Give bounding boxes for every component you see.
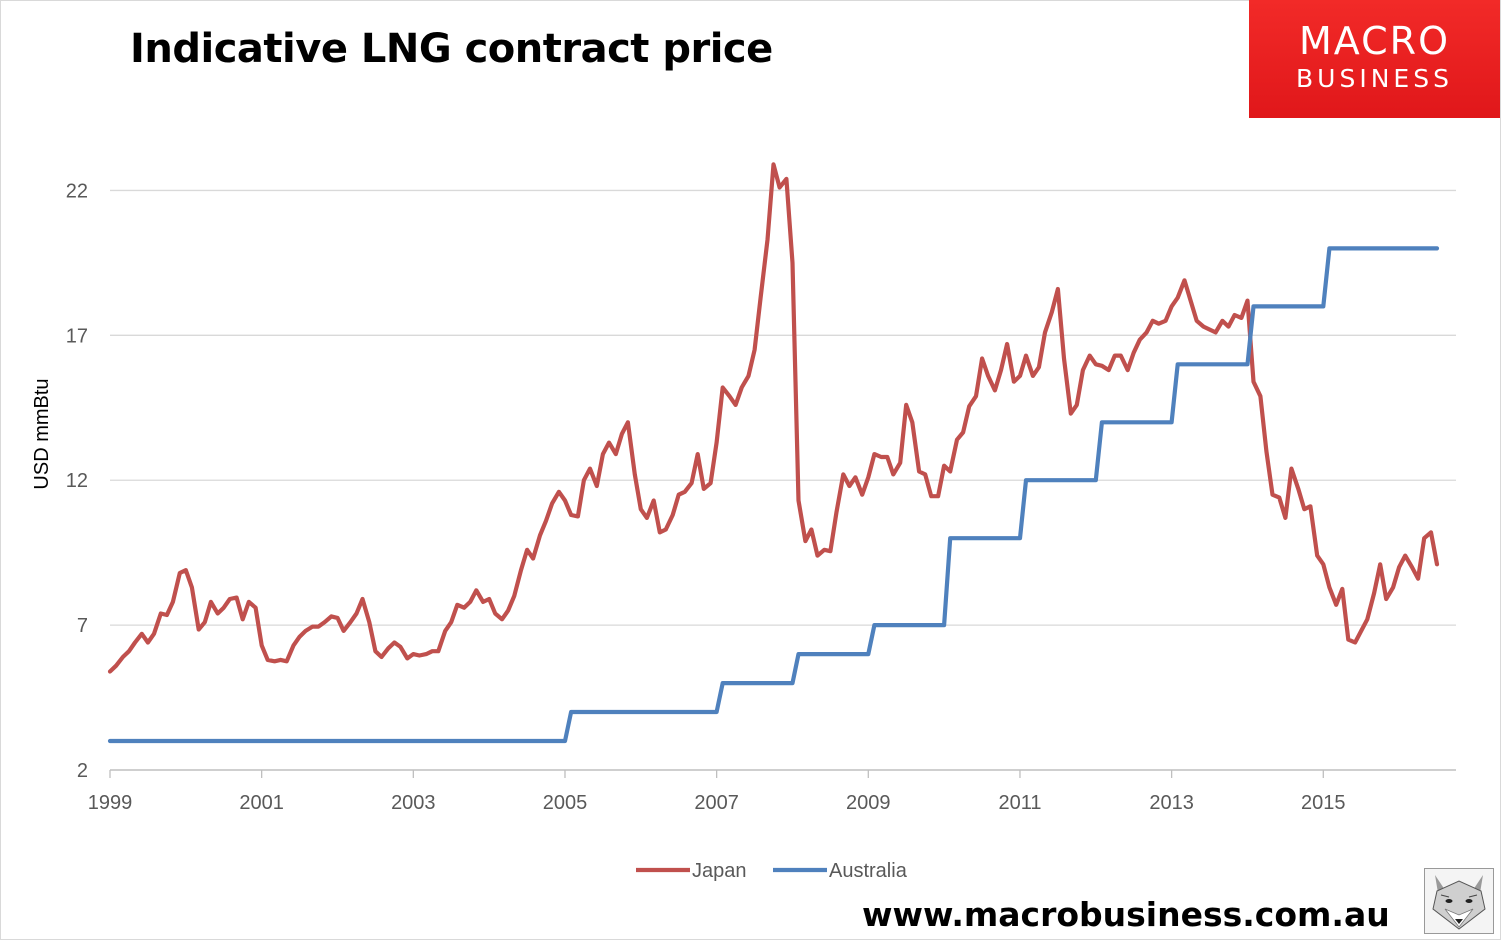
y-tick-label: 7 [77,615,88,637]
fox-mascot-icon [1424,868,1494,934]
y-tick-label: 12 [66,470,88,492]
series-line-japan [107,162,1440,674]
x-tick-label: 2003 [391,792,436,814]
gridlines [110,189,1456,626]
y-axis-label: USD mmBtu [31,378,53,489]
macrobusiness-logo[interactable]: MACRO BUSINESS [1249,0,1500,118]
y-axis-ticks: 2 7 12 17 22 [66,180,88,782]
x-tick-label: 2013 [1149,792,1194,814]
x-tick-label: 2009 [846,792,891,814]
x-axis-ticks: 1999 2001 2003 2005 2007 2009 2011 2013 2015 [88,770,1346,814]
y-tick-label: 2 [77,760,88,782]
x-tick-label: 1999 [88,792,133,814]
x-tick-label: 2005 [543,792,588,814]
legend: Japan Australia [636,860,908,882]
website-link[interactable]: www.macrobusiness.com.au [862,895,1390,934]
x-tick-label: 2007 [694,792,739,814]
legend-label-australia: Australia [829,860,908,882]
x-tick-label: 2001 [239,792,284,814]
x-tick-label: 2015 [1301,792,1346,814]
y-tick-label: 22 [66,180,88,202]
legend-label-japan: Japan [692,860,747,882]
logo-line-macro: MACRO [1299,19,1450,63]
series-line-australia [107,246,1440,744]
logo-line-business: BUSINESS [1296,64,1453,93]
x-tick-label: 2011 [998,792,1041,814]
data-series [107,162,1440,744]
y-tick-label: 17 [66,325,88,347]
chart-title: Indicative LNG contract price [130,26,773,72]
